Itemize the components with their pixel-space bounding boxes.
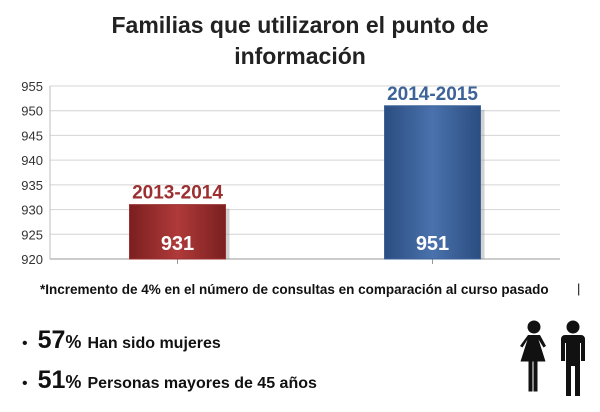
y-tick-label: 935 bbox=[21, 178, 43, 193]
stat-unit: % bbox=[65, 332, 82, 352]
category-label: 2014-2015 bbox=[387, 84, 478, 105]
chart-title: Familias que utilizaron el punto de info… bbox=[40, 10, 560, 72]
y-tick-label: 950 bbox=[21, 104, 43, 119]
stat-label: Personas mayores de 45 años bbox=[87, 375, 317, 392]
bar-value-label: 951 bbox=[416, 233, 449, 255]
woman-man-icon bbox=[520, 320, 585, 396]
y-tick-label: 920 bbox=[21, 252, 43, 267]
stat-value: 51 bbox=[37, 366, 66, 394]
bars: 931 2013-2014 951 2014-2015 bbox=[129, 84, 485, 260]
chart-title-line-1: Familias que utilizaron el punto de bbox=[111, 12, 489, 38]
stat-over-45: • 51 % Personas mayores de 45 años bbox=[22, 366, 317, 395]
y-axis-ticks: 920 925 930 935 940 945 950 955 bbox=[21, 79, 43, 267]
bullet-icon: • bbox=[22, 375, 28, 392]
stat-unit: % bbox=[65, 372, 82, 392]
stat-women: • 57 % Han sido mujeres bbox=[22, 326, 221, 355]
chart-title-line-2: información bbox=[234, 43, 366, 69]
stat-value: 57 bbox=[37, 326, 66, 354]
y-tick-label: 925 bbox=[21, 227, 43, 242]
footnote-mark: | bbox=[577, 281, 581, 296]
category-label: 2013-2014 bbox=[132, 183, 223, 204]
stat-label: Han sido mujeres bbox=[87, 335, 221, 352]
footnote: *Incremento de 4% en el número de consul… bbox=[40, 282, 549, 297]
y-tick-label: 930 bbox=[21, 203, 43, 218]
bar-value-label: 931 bbox=[161, 233, 194, 255]
bar-chart: 920 925 930 935 940 945 950 955 931 2013-2014 951… bbox=[21, 79, 560, 267]
bar bbox=[384, 105, 481, 260]
bar bbox=[129, 204, 226, 260]
y-tick-label: 940 bbox=[21, 153, 43, 168]
y-tick-label: 955 bbox=[21, 79, 43, 94]
y-tick-label: 945 bbox=[21, 128, 43, 143]
bullet-icon: • bbox=[22, 335, 28, 352]
